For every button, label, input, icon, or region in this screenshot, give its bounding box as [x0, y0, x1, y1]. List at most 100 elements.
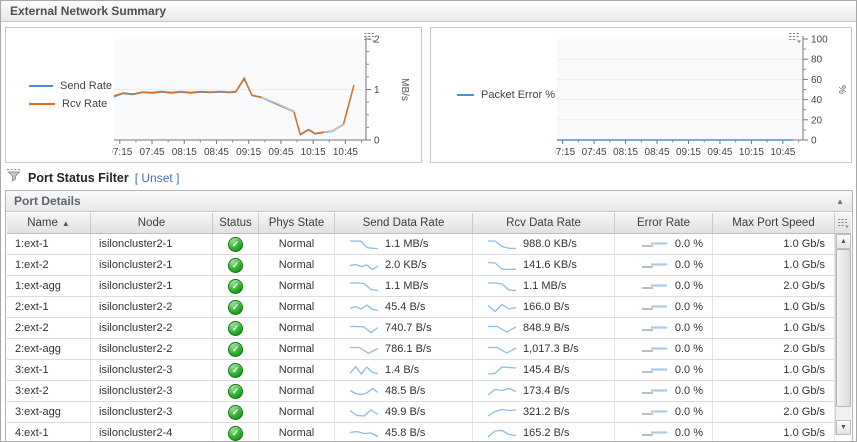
port-name-cell: 1:ext-2 — [7, 255, 91, 275]
svg-text:07:15: 07:15 — [112, 147, 133, 158]
rate-sparkline — [350, 346, 379, 354]
window-title-text: External Network Summary — [10, 4, 167, 18]
legend-swatch — [29, 103, 55, 105]
filter-unset-link[interactable]: [ Unset ] — [134, 170, 180, 185]
error-rate-value: 0.0 % — [674, 364, 703, 376]
phys-state-cell: Normal — [259, 255, 335, 275]
rcv-rate-value: 141.6 KB/s — [523, 259, 577, 271]
max-port-speed-cell: 1.0 Gb/s — [713, 381, 835, 401]
svg-text:07:15: 07:15 — [555, 147, 576, 158]
svg-text:08:45: 08:45 — [645, 147, 670, 158]
status-cell: ✓ — [213, 360, 259, 380]
error-rate-sparkline — [641, 410, 667, 415]
port-name-cell: 2:ext-1 — [7, 297, 91, 317]
phys-state-cell: Normal — [259, 297, 335, 317]
table-row[interactable]: 3:ext-agg isiloncluster2-3 ✓ Normal 49.9 B/s… — [7, 402, 835, 423]
rate-sparkline — [349, 303, 379, 311]
table-row[interactable]: 1:ext-1 isiloncluster2-1 ✓ Normal 1.1 MB/s 98… — [7, 234, 835, 255]
max-port-speed-cell: 1.0 Gb/s — [713, 234, 835, 254]
table-row[interactable]: 3:ext-2 isiloncluster2-3 ✓ Normal 48.5 B/s 17… — [7, 381, 835, 402]
table-row[interactable]: 3:ext-1 isiloncluster2-3 ✓ Normal 1.4 B/s 145… — [7, 360, 835, 381]
svg-text:MB/s: MB/s — [399, 78, 410, 101]
send-rate-cell: 1.4 B/s — [335, 360, 473, 380]
window-title: External Network Summary — [1, 1, 856, 22]
rate-sparkline — [349, 263, 379, 270]
status-cell: ✓ — [213, 339, 259, 359]
scroll-down-button[interactable]: ▼ — [836, 420, 851, 435]
column-header-send-data-rate[interactable]: Send Data Rate — [335, 213, 473, 233]
error-rate-sparkline — [641, 326, 667, 331]
phys-state-cell: Normal — [259, 381, 335, 401]
rate-sparkline — [350, 239, 379, 249]
rate-sparkline — [487, 387, 517, 396]
error-rate-sparkline — [641, 305, 667, 310]
legend-label: Rcv Rate — [62, 98, 108, 110]
column-header-max-port-speed[interactable]: Max Port Speed — [713, 213, 835, 233]
column-header-node[interactable]: Node — [91, 213, 213, 233]
rcv-rate-cell: 141.6 KB/s — [473, 255, 615, 275]
legend-label: Packet Error % — [481, 89, 555, 101]
column-header-label: Error Rate — [636, 217, 691, 229]
column-header-name[interactable]: Name ▲ — [7, 213, 91, 233]
column-chooser-icon[interactable] — [835, 213, 851, 233]
collapse-panel-icon[interactable]: ▲ — [836, 197, 844, 206]
svg-text:09:45: 09:45 — [268, 147, 293, 158]
port-status-filter[interactable]: Port Status Filter [ Unset ] — [6, 166, 179, 189]
legend-label: Send Rate — [60, 80, 112, 92]
node-cell: isiloncluster2-1 — [91, 234, 213, 254]
svg-text:08:15: 08:15 — [613, 147, 638, 158]
svg-text:20: 20 — [811, 115, 823, 126]
error-rate-cell: 0.0 % — [615, 360, 713, 380]
svg-text:09:15: 09:15 — [236, 147, 261, 158]
send-rate-cell: 45.8 B/s — [335, 423, 473, 441]
error-rate-sparkline — [641, 389, 667, 394]
table-row[interactable]: 1:ext-2 isiloncluster2-1 ✓ Normal 2.0 KB/s 14… — [7, 255, 835, 276]
legend-item: Rcv Rate — [29, 98, 112, 110]
table-scrollbar[interactable]: ▲ ▼ — [835, 234, 851, 435]
send-rate-value: 740.7 B/s — [385, 322, 432, 334]
table-row[interactable]: 2:ext-1 isiloncluster2-2 ✓ Normal 45.4 B/s 16… — [7, 297, 835, 318]
port-name-cell: 3:ext-agg — [7, 402, 91, 422]
filter-label: Port Status Filter — [28, 170, 129, 185]
node-cell: isiloncluster2-2 — [91, 318, 213, 338]
port-details-title: Port Details — [14, 194, 81, 208]
node-cell: isiloncluster2-4 — [91, 423, 213, 441]
svg-text:100: 100 — [811, 35, 828, 46]
table-row[interactable]: 4:ext-1 isiloncluster2-4 ✓ Normal 45.8 B/s 16… — [7, 423, 835, 441]
table-row[interactable]: 2:ext-agg isiloncluster2-2 ✓ Normal 786.1 B/… — [7, 339, 835, 360]
status-ok-icon: ✓ — [228, 257, 243, 273]
rate-sparkline — [487, 303, 517, 312]
rate-sparkline — [488, 346, 517, 354]
port-name-cell: 2:ext-agg — [7, 339, 91, 359]
column-header-label: Send Data Rate — [362, 217, 445, 229]
rate-sparkline — [487, 261, 517, 270]
rcv-rate-cell: 321.2 B/s — [473, 402, 615, 422]
phys-state-cell: Normal — [259, 234, 335, 254]
node-cell: isiloncluster2-3 — [91, 381, 213, 401]
table-body: 1:ext-1 isiloncluster2-1 ✓ Normal 1.1 MB/s 98… — [7, 234, 835, 441]
status-ok-icon: ✓ — [228, 362, 243, 378]
scroll-up-button[interactable]: ▲ — [836, 234, 851, 249]
port-details-table: Name ▲ Node Status Phys State Send Data Rate R… — [7, 213, 851, 441]
chart-options-icon[interactable] — [363, 30, 377, 48]
port-name-cell: 3:ext-1 — [7, 360, 91, 380]
rate-sparkline — [349, 387, 379, 395]
send-rate-value: 1.4 B/s — [385, 364, 420, 376]
rate-sparkline — [488, 325, 517, 333]
column-header-error-rate[interactable]: Error Rate — [615, 213, 713, 233]
status-cell: ✓ — [213, 234, 259, 254]
max-port-speed-cell: 1.0 Gb/s — [713, 360, 835, 380]
table-row[interactable]: 1:ext-agg isiloncluster2-1 ✓ Normal 1.1 MB/s… — [7, 276, 835, 297]
scroll-thumb[interactable] — [836, 249, 851, 407]
chart-options-icon[interactable] — [788, 30, 802, 48]
svg-text:0: 0 — [811, 136, 817, 147]
phys-state-cell: Normal — [259, 318, 335, 338]
table-row[interactable]: 2:ext-2 isiloncluster2-2 ✓ Normal 740.7 B/s 8… — [7, 318, 835, 339]
error-rate-value: 0.0 % — [674, 238, 703, 250]
max-port-speed-cell: 2.0 Gb/s — [713, 339, 835, 359]
column-header-status[interactable]: Status — [213, 213, 259, 233]
column-header-phys-state[interactable]: Phys State — [259, 213, 335, 233]
column-header-rcv-data-rate[interactable]: Rcv Data Rate — [473, 213, 615, 233]
error-rate-sparkline — [641, 263, 667, 268]
rcv-rate-cell: 988.0 KB/s — [473, 234, 615, 254]
